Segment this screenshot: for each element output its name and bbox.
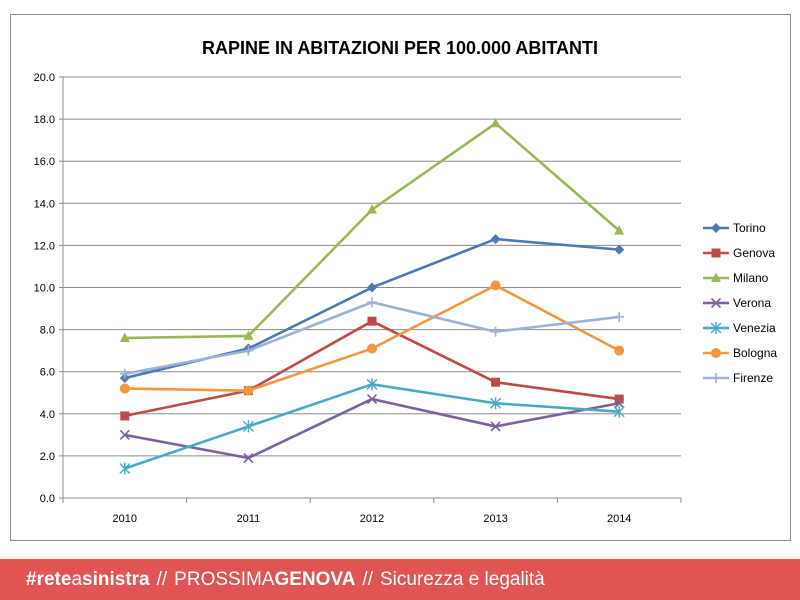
data-point-genova — [367, 316, 377, 326]
series-venezia — [119, 378, 625, 475]
footer-separator-1: // — [156, 568, 168, 590]
legend-marker-firenze — [711, 373, 721, 383]
data-point-bologna — [490, 280, 501, 291]
series-verona — [119, 393, 625, 464]
footer-banner: # rete a sinistra // PROSSIMA GENOVA // Sicu… — [0, 559, 800, 600]
data-point-firenze — [119, 368, 130, 379]
y-tick-label: 8.0 — [40, 325, 55, 337]
series-milano — [119, 117, 625, 343]
data-point-torino — [367, 282, 377, 293]
series-lines — [119, 117, 625, 475]
data-point-genova — [614, 394, 624, 404]
y-tick-label: 6.0 — [40, 367, 55, 379]
x-tick-label: 2012 — [360, 513, 384, 525]
y-tick-label: 2.0 — [40, 451, 55, 463]
legend-label-bologna: Bologna — [733, 346, 777, 360]
footer-tagline: Sicurezza e legalità — [379, 568, 545, 590]
legend-marker-venezia — [710, 322, 722, 334]
x-tick-label: 2014 — [607, 513, 631, 525]
legend-item-verona: Verona — [703, 296, 771, 310]
y-tick-label: 18.0 — [34, 114, 55, 126]
data-point-torino — [614, 244, 625, 255]
legend-marker-milano — [711, 272, 721, 282]
data-point-torino — [490, 234, 501, 245]
axes: 0.0 2.0 4.0 6.0 8.0 10.0 12.0 14.0 16.0 18.0 20.0 2… — [34, 72, 682, 525]
data-point-firenze — [243, 345, 254, 356]
legend-item-genova: Genova — [703, 246, 775, 260]
data-point-verona — [119, 429, 130, 440]
line-chart: RAPINE IN ABITAZIONI PER 100.000 ABITANT… — [34, 38, 778, 525]
data-point-verona — [243, 452, 254, 464]
legend-marker-torino — [711, 223, 721, 233]
data-point-milano — [614, 225, 625, 235]
data-point-verona — [366, 393, 378, 405]
data-point-venezia — [490, 397, 502, 410]
chart-frame: RAPINE IN ABITAZIONI PER 100.000 ABITANT… — [10, 14, 791, 541]
footer-brand-sinistra: sinistra — [82, 568, 150, 590]
data-point-milano — [490, 117, 501, 128]
y-tick-label: 10.0 — [34, 283, 55, 295]
legend-item-firenze: Firenze — [703, 371, 773, 385]
data-point-genova — [491, 377, 501, 387]
legend-item-milano: Milano — [703, 271, 769, 285]
data-point-venezia — [613, 405, 625, 418]
data-point-verona — [614, 398, 625, 409]
data-point-bologna — [243, 385, 254, 396]
footer-prossima: PROSSIMA — [174, 568, 275, 590]
legend-item-bologna: Bologna — [703, 346, 777, 360]
y-tick-label: 0.0 — [40, 493, 55, 505]
data-point-firenze — [367, 297, 377, 308]
data-point-venezia — [242, 420, 254, 433]
legend-item-torino: Torino — [703, 221, 766, 235]
data-point-firenze — [490, 326, 501, 337]
data-point-venezia — [119, 462, 131, 475]
legend-label-firenze: Firenze — [733, 371, 773, 385]
data-point-bologna — [614, 345, 625, 356]
footer-brand-a: a — [71, 568, 83, 590]
y-tick-label: 12.0 — [34, 240, 55, 252]
y-tick-label: 20.0 — [34, 72, 55, 84]
data-point-bologna — [367, 343, 377, 354]
footer-separator-2: // — [362, 568, 373, 590]
series-line-torino — [124, 237, 620, 380]
legend-label-torino: Torino — [733, 221, 766, 235]
legend-item-venezia: Venezia — [703, 321, 776, 335]
data-point-verona — [490, 421, 501, 432]
footer-genova: GENOVA — [274, 568, 356, 590]
chart-title: RAPINE IN ABITAZIONI PER 100.000 ABITANT… — [202, 38, 598, 58]
legend-marker-verona — [710, 297, 722, 309]
legend: Torino Genova Milano Verona Venezia Bologna Fi… — [703, 221, 777, 385]
data-point-venezia — [366, 378, 378, 391]
data-point-milano — [243, 330, 254, 340]
legend-marker-bologna — [711, 348, 721, 358]
legend-label-genova: Genova — [733, 246, 775, 260]
data-point-milano — [367, 204, 377, 214]
x-tick-label: 2013 — [483, 513, 507, 525]
legend-label-venezia: Venezia — [733, 321, 776, 335]
y-tick-label: 4.0 — [40, 409, 55, 421]
series-firenze — [119, 297, 625, 379]
legend-label-milano: Milano — [733, 271, 769, 285]
x-tick-label: 2010 — [113, 513, 137, 525]
x-tick-label: 2011 — [237, 513, 261, 525]
series-genova — [120, 316, 624, 421]
y-tick-label: 16.0 — [34, 156, 55, 168]
footer-hashtag: # — [26, 568, 37, 590]
legend-label-verona: Verona — [733, 296, 771, 310]
data-point-milano — [119, 332, 130, 343]
data-point-firenze — [614, 311, 625, 322]
y-tick-label: 14.0 — [34, 198, 55, 210]
legend-marker-genova — [711, 248, 721, 258]
footer-brand-rete: rete — [36, 568, 72, 590]
series-bologna — [119, 280, 625, 396]
data-point-bologna — [119, 383, 130, 394]
series-line-genova — [124, 319, 620, 418]
data-point-genova — [120, 411, 130, 421]
